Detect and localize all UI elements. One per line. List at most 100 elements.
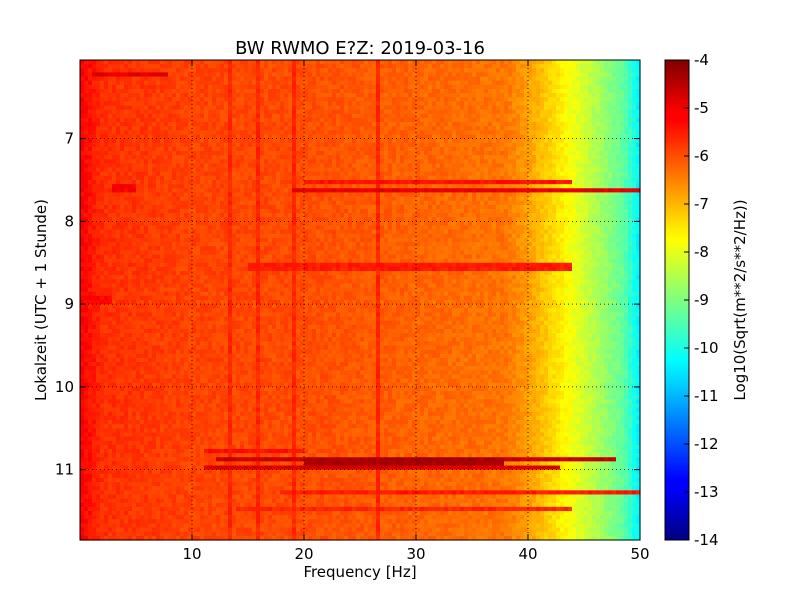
heatmap-cell — [308, 167, 313, 173]
heatmap-cell — [104, 163, 109, 169]
heatmap-cell — [628, 167, 633, 173]
heatmap-cell — [392, 180, 397, 185]
heatmap-cell — [148, 138, 153, 144]
heatmap-cell — [352, 196, 357, 202]
heatmap-cell — [196, 122, 201, 127]
heatmap-cell — [556, 126, 561, 131]
heatmap-cell — [620, 159, 625, 165]
heatmap-cell — [384, 130, 389, 136]
heatmap-cell — [220, 88, 225, 94]
heatmap-cell — [568, 159, 573, 165]
heatmap-cell — [428, 180, 433, 185]
heatmap-cell — [508, 101, 513, 107]
heatmap-cell — [148, 76, 153, 82]
heatmap-cell — [392, 76, 397, 82]
heatmap-cell — [232, 134, 237, 140]
heatmap-cell — [228, 97, 233, 102]
heatmap-cell — [156, 163, 161, 169]
heatmap-cell — [452, 204, 457, 210]
heatmap-cell — [200, 204, 205, 210]
heatmap-cell — [356, 196, 361, 202]
heatmap-cell — [600, 130, 605, 136]
heatmap-cell — [568, 122, 573, 127]
heatmap-cell — [140, 167, 145, 173]
heatmap-cell — [348, 167, 353, 173]
heatmap-cell — [148, 180, 153, 185]
heatmap-cell — [544, 188, 549, 194]
heatmap-cell — [564, 192, 569, 198]
heatmap-cell — [532, 72, 537, 78]
heatmap-cell — [248, 93, 253, 98]
heatmap-cell — [504, 196, 509, 202]
heatmap-cell — [144, 97, 149, 102]
heatmap-cell — [100, 134, 105, 140]
heatmap-cell — [244, 196, 249, 202]
heatmap-cell — [380, 188, 385, 194]
heatmap-cell — [80, 105, 85, 111]
heatmap-cell — [92, 93, 97, 98]
heatmap-cell — [124, 138, 129, 144]
heatmap-cell — [220, 188, 225, 194]
heatmap-cell — [164, 72, 169, 78]
heatmap-cell — [592, 76, 597, 82]
heatmap-cell — [136, 88, 141, 94]
heatmap-cell — [204, 184, 209, 189]
heatmap-cell — [108, 64, 113, 69]
heatmap-cell — [256, 188, 261, 194]
heatmap-cell — [252, 184, 257, 189]
heatmap-cell — [568, 117, 573, 123]
heatmap-cell — [88, 163, 93, 169]
heatmap-cell — [100, 151, 105, 156]
heatmap-cell — [400, 180, 405, 185]
heatmap-cell — [360, 188, 365, 194]
heatmap-cell — [320, 64, 325, 69]
heatmap-cell — [240, 130, 245, 136]
heatmap-cell — [192, 84, 197, 90]
heatmap-cell — [316, 68, 321, 74]
heatmap-cell — [112, 155, 117, 160]
heatmap-cell — [488, 60, 493, 65]
heatmap-cell — [364, 192, 369, 198]
heatmap-cell — [428, 113, 433, 119]
heatmap-cell — [448, 60, 453, 65]
heatmap-cell — [244, 188, 249, 194]
heatmap-cell — [332, 84, 337, 90]
heatmap-cell — [364, 64, 369, 69]
heatmap-cell — [636, 101, 641, 107]
heatmap-cell — [268, 134, 273, 140]
heatmap-cell — [512, 122, 517, 127]
heatmap-cell — [256, 84, 261, 90]
heatmap-cell — [460, 175, 465, 181]
heatmap-cell — [268, 163, 273, 169]
heatmap-cell — [540, 126, 545, 131]
heatmap-cell — [384, 175, 389, 181]
heatmap-cell — [476, 126, 481, 131]
heatmap-cell — [424, 68, 429, 74]
heatmap-cell — [124, 109, 129, 115]
heatmap-cell — [144, 180, 149, 185]
heatmap-cell — [356, 80, 361, 86]
heatmap-cell — [604, 109, 609, 115]
heatmap-cell — [496, 180, 501, 185]
heatmap-cell — [572, 192, 577, 198]
heatmap-cell — [468, 159, 473, 165]
heatmap-cell — [104, 126, 109, 131]
heatmap-cell — [212, 72, 217, 78]
heatmap-cell — [140, 155, 145, 160]
heatmap-cell — [620, 101, 625, 107]
heatmap-cell — [80, 167, 85, 173]
heatmap-cell — [120, 113, 125, 119]
heatmap-cell — [464, 76, 469, 82]
heatmap-cell — [620, 151, 625, 156]
heatmap-cell — [176, 196, 181, 202]
heatmap-cell — [236, 88, 241, 94]
heatmap-cell — [524, 60, 529, 65]
heatmap-cell — [616, 180, 621, 185]
heatmap-cell — [200, 138, 205, 144]
heatmap-cell — [412, 60, 417, 65]
heatmap-cell — [572, 151, 577, 156]
heatmap-cell — [596, 122, 601, 127]
heatmap-cell — [592, 88, 597, 94]
heatmap-cell — [528, 117, 533, 123]
heatmap-cell — [304, 146, 309, 152]
